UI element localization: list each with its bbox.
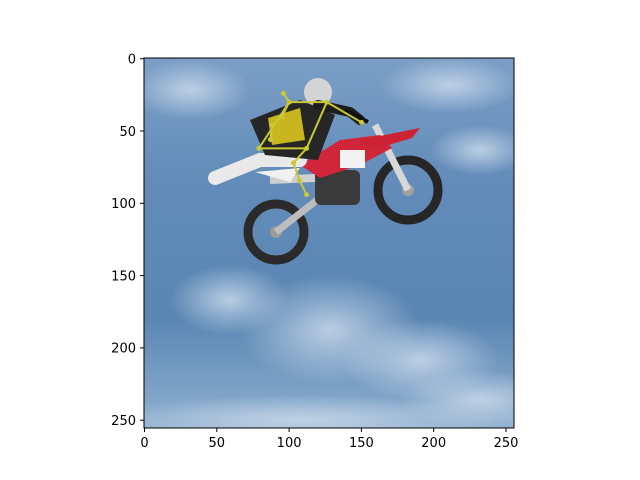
photo — [144, 58, 514, 428]
x-tick-label: 150 — [349, 436, 374, 451]
rider — [208, 78, 369, 185]
pose-keypoint — [256, 145, 262, 151]
pose-edge — [305, 101, 328, 149]
x-tick-label: 50 — [209, 436, 226, 451]
x-tick: 150 — [349, 428, 374, 451]
pose-keypoint — [279, 114, 285, 120]
y-tick: 150 — [111, 269, 144, 284]
x-tick: 100 — [277, 428, 302, 451]
pose-keypoint — [304, 145, 310, 151]
y-tick: 50 — [119, 125, 144, 140]
y-tick-label: 150 — [111, 269, 136, 284]
pose-edge — [298, 179, 308, 196]
y-tick: 250 — [111, 414, 144, 429]
x-tick: 200 — [421, 428, 446, 451]
y-tick: 0 — [128, 53, 144, 68]
pose-overlay — [256, 90, 365, 198]
pose-keypoint — [359, 119, 365, 125]
x-tick-label: 100 — [277, 436, 302, 451]
y-tick: 200 — [111, 342, 144, 357]
pose-keypoint — [304, 192, 310, 198]
pose-edge — [326, 101, 363, 124]
pose-keypoint — [280, 90, 286, 96]
pose-keypoint — [286, 99, 292, 105]
x-tick-label: 200 — [421, 436, 446, 451]
x-tick-label: 0 — [140, 436, 148, 451]
pose-keypoint — [296, 177, 302, 183]
clouds — [144, 58, 514, 428]
x-tick-label: 250 — [494, 436, 519, 451]
front-wheel — [373, 155, 443, 225]
pose-keypoint — [269, 122, 275, 128]
pose-edge — [292, 162, 301, 181]
pose-edge — [292, 147, 308, 164]
x-tick: 0 — [140, 428, 149, 451]
rear-wheel — [243, 199, 309, 265]
pose-keypoint — [324, 99, 330, 105]
y-tick-label: 100 — [111, 197, 136, 212]
x-tick: 250 — [494, 428, 519, 451]
pose-keypoint — [291, 160, 297, 166]
y-tick-label: 50 — [119, 125, 136, 140]
y-tick-label: 250 — [111, 414, 136, 429]
pose-keypoint — [267, 137, 273, 143]
y-tick: 100 — [111, 197, 144, 212]
x-tick: 50 — [209, 428, 226, 451]
y-tick-label: 200 — [111, 342, 136, 357]
y-axis: 0 50 100 150 200 250 — [111, 53, 144, 429]
motorcycle — [243, 123, 443, 265]
axes-frame — [143, 57, 515, 429]
y-tick-label: 0 — [128, 53, 136, 68]
x-axis: 0 50 100 150 200 250 — [140, 428, 518, 451]
